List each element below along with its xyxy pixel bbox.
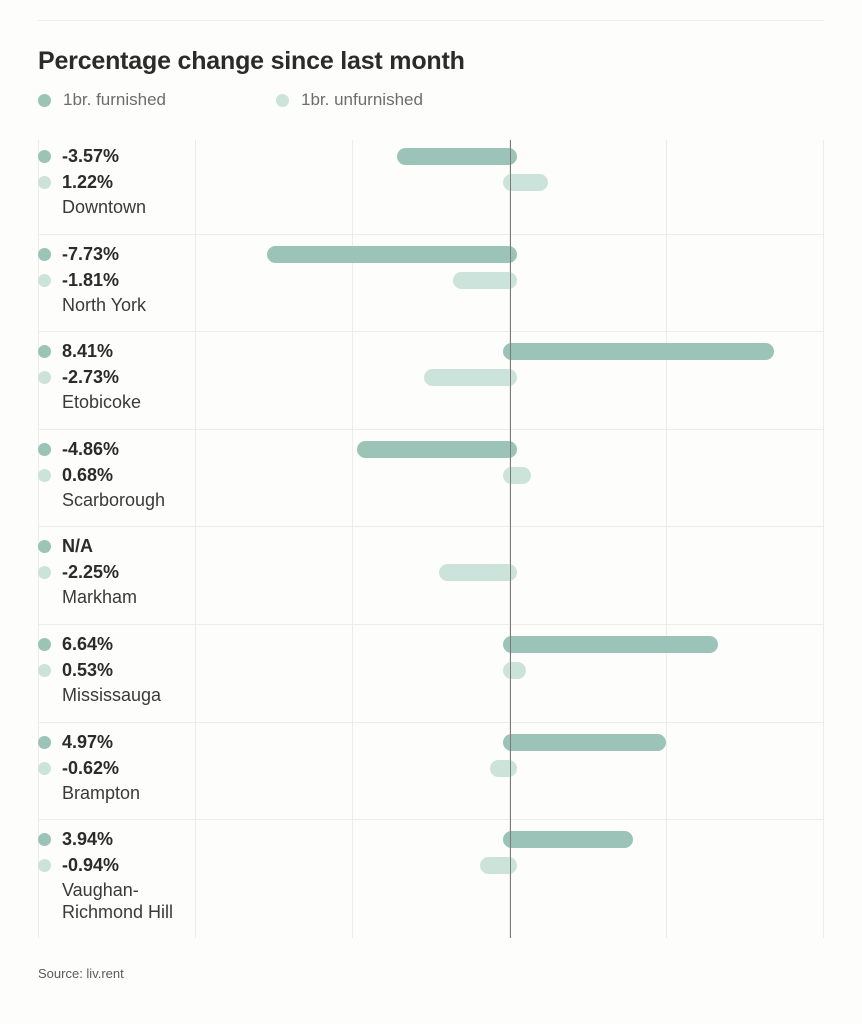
city-label: Brampton	[62, 783, 222, 805]
unfurnished-value-label: -2.73%	[62, 367, 119, 388]
legend-dot-unfurnished	[276, 94, 289, 107]
furnished-dot-icon	[38, 833, 51, 846]
furnished-dot-icon	[38, 248, 51, 261]
row-group: -4.86% 0.68% Scarborough	[38, 429, 824, 527]
furnished-bar	[503, 831, 634, 848]
unfurnished-dot-icon	[38, 469, 51, 482]
data-row-furnished: 8.41%	[38, 339, 824, 365]
unfurnished-dot-icon	[38, 664, 51, 677]
furnished-value-label: 3.94%	[62, 829, 113, 850]
furnished-dot-icon	[38, 736, 51, 749]
chart-rows: -3.57% 1.22% Downtown -7.73% -1.81% North Yor…	[38, 140, 824, 938]
city-label: Etobicoke	[62, 392, 222, 414]
unfurnished-dot-icon	[38, 176, 51, 189]
unfurnished-value-label: -1.81%	[62, 270, 119, 291]
furnished-value-label: 4.97%	[62, 732, 113, 753]
data-row-unfurnished: 1.22%	[38, 170, 824, 196]
unfurnished-value-label: 1.22%	[62, 172, 113, 193]
data-row-furnished: 6.64%	[38, 632, 824, 658]
unfurnished-value-label: -2.25%	[62, 562, 119, 583]
data-row-furnished: -4.86%	[38, 437, 824, 463]
unfurnished-value-label: 0.68%	[62, 465, 113, 486]
unfurnished-bar	[480, 857, 517, 874]
row-group: -7.73% -1.81% North York	[38, 234, 824, 332]
unfurnished-dot-icon	[38, 371, 51, 384]
unfurnished-value-label: -0.62%	[62, 758, 119, 779]
legend-dot-furnished	[38, 94, 51, 107]
chart-area: -3.57% 1.22% Downtown -7.73% -1.81% North Yor…	[38, 140, 824, 938]
data-row-unfurnished: -0.62%	[38, 756, 824, 782]
data-row-unfurnished: -2.73%	[38, 365, 824, 391]
furnished-dot-icon	[38, 150, 51, 163]
city-label: North York	[62, 295, 222, 317]
data-row-furnished: 3.94%	[38, 827, 824, 853]
legend-label-furnished: 1br. furnished	[63, 90, 166, 110]
row-group: -3.57% 1.22% Downtown	[38, 140, 824, 234]
unfurnished-bar	[424, 369, 517, 386]
furnished-bar	[503, 636, 719, 653]
furnished-value-label: 6.64%	[62, 634, 113, 655]
row-group: N/A -2.25% Markham	[38, 526, 824, 624]
unfurnished-bar	[439, 564, 517, 581]
unfurnished-bar	[503, 467, 531, 484]
furnished-value-label: -4.86%	[62, 439, 119, 460]
furnished-bar	[503, 343, 774, 360]
row-group: 3.94% -0.94% Vaughan- Richmond Hill	[38, 819, 824, 938]
unfurnished-value-label: 0.53%	[62, 660, 113, 681]
furnished-dot-icon	[38, 345, 51, 358]
legend-item-unfurnished: 1br. unfurnished	[276, 90, 423, 110]
data-row-unfurnished: -2.25%	[38, 560, 824, 586]
data-row-unfurnished: -1.81%	[38, 268, 824, 294]
unfurnished-bar	[490, 760, 517, 777]
data-row-furnished: -7.73%	[38, 242, 824, 268]
data-row-unfurnished: 0.68%	[38, 463, 824, 489]
furnished-dot-icon	[38, 540, 51, 553]
chart-title: Percentage change since last month	[38, 47, 824, 76]
furnished-dot-icon	[38, 638, 51, 651]
data-row-unfurnished: -0.94%	[38, 853, 824, 879]
city-label: Downtown	[62, 197, 222, 219]
data-row-furnished: 4.97%	[38, 730, 824, 756]
row-group: 6.64% 0.53% Mississauga	[38, 624, 824, 722]
city-label: Mississauga	[62, 685, 222, 707]
source-attribution: Source: liv.rent	[38, 966, 824, 981]
unfurnished-value-label: -0.94%	[62, 855, 119, 876]
row-group: 8.41% -2.73% Etobicoke	[38, 331, 824, 429]
furnished-bar	[357, 441, 517, 458]
furnished-bar	[397, 148, 516, 165]
furnished-value-label: -7.73%	[62, 244, 119, 265]
legend-label-unfurnished: 1br. unfurnished	[301, 90, 423, 110]
furnished-dot-icon	[38, 443, 51, 456]
unfurnished-bar	[453, 272, 517, 289]
furnished-value-label: 8.41%	[62, 341, 113, 362]
unfurnished-dot-icon	[38, 762, 51, 775]
furnished-bar	[267, 246, 517, 263]
row-group: 4.97% -0.62% Brampton	[38, 722, 824, 820]
unfurnished-dot-icon	[38, 566, 51, 579]
city-label: Scarborough	[62, 490, 222, 512]
unfurnished-bar	[503, 662, 527, 679]
unfurnished-dot-icon	[38, 274, 51, 287]
top-rule	[38, 20, 824, 21]
data-row-furnished: -3.57%	[38, 144, 824, 170]
furnished-value-label: -3.57%	[62, 146, 119, 167]
furnished-bar	[503, 734, 666, 751]
city-label: Vaughan- Richmond Hill	[62, 880, 222, 923]
legend: 1br. furnished 1br. unfurnished	[38, 90, 824, 110]
zero-axis-line	[510, 140, 511, 938]
data-row-unfurnished: 0.53%	[38, 658, 824, 684]
city-label: Markham	[62, 587, 222, 609]
data-row-furnished: N/A	[38, 534, 824, 560]
furnished-value-label: N/A	[62, 536, 93, 557]
unfurnished-dot-icon	[38, 859, 51, 872]
legend-item-furnished: 1br. furnished	[38, 90, 166, 110]
